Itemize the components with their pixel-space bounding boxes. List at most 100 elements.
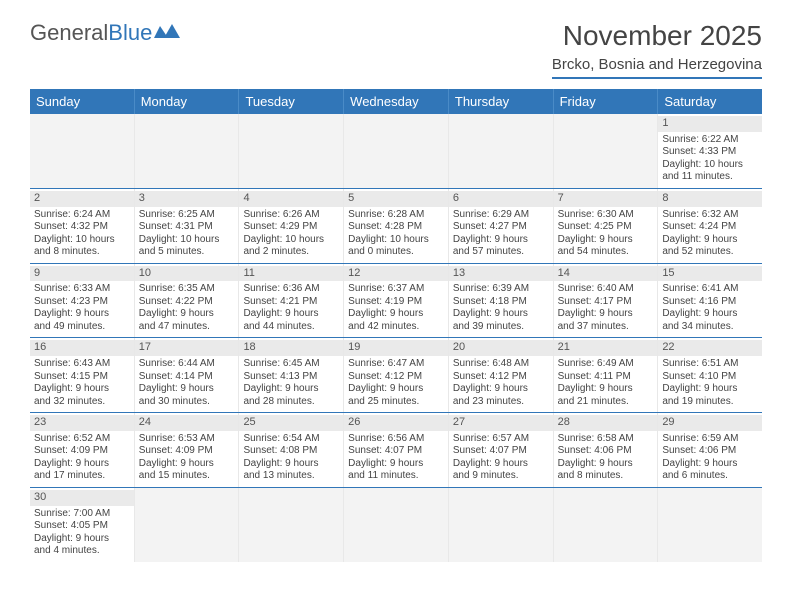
day1-text: Daylight: 9 hours [558, 458, 654, 471]
day1-text: Daylight: 9 hours [453, 234, 549, 247]
day1-text: Daylight: 9 hours [453, 383, 549, 396]
day1-text: Daylight: 9 hours [243, 383, 339, 396]
day2-text: and 13 minutes. [243, 470, 339, 483]
sunset-text: Sunset: 4:16 PM [662, 296, 758, 309]
logo-text-2: Blue [108, 20, 152, 46]
sunset-text: Sunset: 4:09 PM [34, 445, 130, 458]
day2-text: and 39 minutes. [453, 321, 549, 334]
day2-text: and 37 minutes. [558, 321, 654, 334]
sunrise-text: Sunrise: 6:24 AM [34, 209, 130, 222]
sunrise-text: Sunrise: 6:57 AM [453, 433, 549, 446]
day-number: 4 [239, 191, 343, 207]
day-cell: 19Sunrise: 6:47 AMSunset: 4:12 PMDayligh… [344, 338, 449, 412]
sunset-text: Sunset: 4:32 PM [34, 221, 130, 234]
sunset-text: Sunset: 4:08 PM [243, 445, 339, 458]
sunset-text: Sunset: 4:07 PM [348, 445, 444, 458]
day-cell: 17Sunrise: 6:44 AMSunset: 4:14 PMDayligh… [135, 338, 240, 412]
day-number: 19 [344, 340, 448, 356]
title-block: November 2025 Brcko, Bosnia and Herzegov… [552, 20, 762, 79]
day1-text: Daylight: 10 hours [34, 234, 130, 247]
day2-text: and 5 minutes. [139, 246, 235, 259]
day1-text: Daylight: 9 hours [34, 458, 130, 471]
day-number: 21 [554, 340, 658, 356]
day-number: 6 [449, 191, 553, 207]
empty-cell [449, 488, 554, 562]
day-number: 16 [30, 340, 134, 356]
sunrise-text: Sunrise: 6:30 AM [558, 209, 654, 222]
sunrise-text: Sunrise: 6:26 AM [243, 209, 339, 222]
day2-text: and 30 minutes. [139, 396, 235, 409]
day-cell: 16Sunrise: 6:43 AMSunset: 4:15 PMDayligh… [30, 338, 135, 412]
sunset-text: Sunset: 4:06 PM [662, 445, 758, 458]
sunrise-text: Sunrise: 6:58 AM [558, 433, 654, 446]
day-number: 5 [344, 191, 448, 207]
day1-text: Daylight: 9 hours [558, 383, 654, 396]
sunrise-text: Sunrise: 6:52 AM [34, 433, 130, 446]
header: GeneralBlue November 2025 Brcko, Bosnia … [30, 20, 762, 79]
day2-text: and 57 minutes. [453, 246, 549, 259]
day1-text: Daylight: 9 hours [348, 458, 444, 471]
empty-cell [344, 114, 449, 188]
day1-text: Daylight: 9 hours [243, 458, 339, 471]
day-number: 30 [30, 490, 134, 506]
sunset-text: Sunset: 4:11 PM [558, 371, 654, 384]
day-cell: 20Sunrise: 6:48 AMSunset: 4:12 PMDayligh… [449, 338, 554, 412]
sunrise-text: Sunrise: 6:33 AM [34, 283, 130, 296]
day-cell: 9Sunrise: 6:33 AMSunset: 4:23 PMDaylight… [30, 264, 135, 338]
dayname: Monday [135, 89, 240, 114]
day-number: 28 [554, 415, 658, 431]
sunset-text: Sunset: 4:14 PM [139, 371, 235, 384]
sunrise-text: Sunrise: 6:41 AM [662, 283, 758, 296]
day-cell: 26Sunrise: 6:56 AMSunset: 4:07 PMDayligh… [344, 413, 449, 487]
sunrise-text: Sunrise: 6:45 AM [243, 358, 339, 371]
day2-text: and 0 minutes. [348, 246, 444, 259]
day-number: 25 [239, 415, 343, 431]
sunset-text: Sunset: 4:22 PM [139, 296, 235, 309]
sunset-text: Sunset: 4:05 PM [34, 520, 130, 533]
day2-text: and 17 minutes. [34, 470, 130, 483]
sunset-text: Sunset: 4:33 PM [662, 146, 758, 159]
sunrise-text: Sunrise: 6:48 AM [453, 358, 549, 371]
day2-text: and 9 minutes. [453, 470, 549, 483]
day-number: 17 [135, 340, 239, 356]
sunset-text: Sunset: 4:23 PM [34, 296, 130, 309]
sunrise-text: Sunrise: 6:39 AM [453, 283, 549, 296]
day-number: 13 [449, 266, 553, 282]
day2-text: and 4 minutes. [34, 545, 130, 558]
day1-text: Daylight: 10 hours [139, 234, 235, 247]
sunset-text: Sunset: 4:27 PM [453, 221, 549, 234]
sunset-text: Sunset: 4:28 PM [348, 221, 444, 234]
day-cell: 24Sunrise: 6:53 AMSunset: 4:09 PMDayligh… [135, 413, 240, 487]
day-number: 8 [658, 191, 762, 207]
day-number: 12 [344, 266, 448, 282]
day-cell: 4Sunrise: 6:26 AMSunset: 4:29 PMDaylight… [239, 189, 344, 263]
day-number: 23 [30, 415, 134, 431]
day1-text: Daylight: 9 hours [34, 308, 130, 321]
day2-text: and 54 minutes. [558, 246, 654, 259]
day-number: 29 [658, 415, 762, 431]
empty-cell [239, 114, 344, 188]
day2-text: and 52 minutes. [662, 246, 758, 259]
day-cell: 7Sunrise: 6:30 AMSunset: 4:25 PMDaylight… [554, 189, 659, 263]
day2-text: and 2 minutes. [243, 246, 339, 259]
sunrise-text: Sunrise: 7:00 AM [34, 508, 130, 521]
empty-cell [30, 114, 135, 188]
sunset-text: Sunset: 4:19 PM [348, 296, 444, 309]
page-title: November 2025 [552, 20, 762, 52]
day-number: 20 [449, 340, 553, 356]
dayname-row: SundayMondayTuesdayWednesdayThursdayFrid… [30, 89, 762, 114]
day2-text: and 32 minutes. [34, 396, 130, 409]
day1-text: Daylight: 9 hours [453, 308, 549, 321]
dayname: Friday [554, 89, 659, 114]
day-number: 11 [239, 266, 343, 282]
flag-icon [154, 20, 180, 46]
day1-text: Daylight: 10 hours [348, 234, 444, 247]
sunset-text: Sunset: 4:29 PM [243, 221, 339, 234]
empty-cell [658, 488, 762, 562]
sunrise-text: Sunrise: 6:22 AM [662, 134, 758, 147]
day-cell: 12Sunrise: 6:37 AMSunset: 4:19 PMDayligh… [344, 264, 449, 338]
day1-text: Daylight: 9 hours [139, 458, 235, 471]
week-row: 2Sunrise: 6:24 AMSunset: 4:32 PMDaylight… [30, 189, 762, 264]
dayname: Sunday [30, 89, 135, 114]
sunset-text: Sunset: 4:15 PM [34, 371, 130, 384]
